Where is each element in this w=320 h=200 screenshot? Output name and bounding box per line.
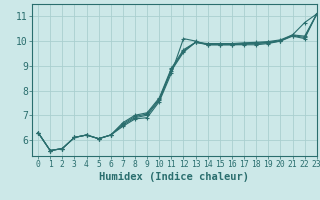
X-axis label: Humidex (Indice chaleur): Humidex (Indice chaleur)	[100, 172, 249, 182]
